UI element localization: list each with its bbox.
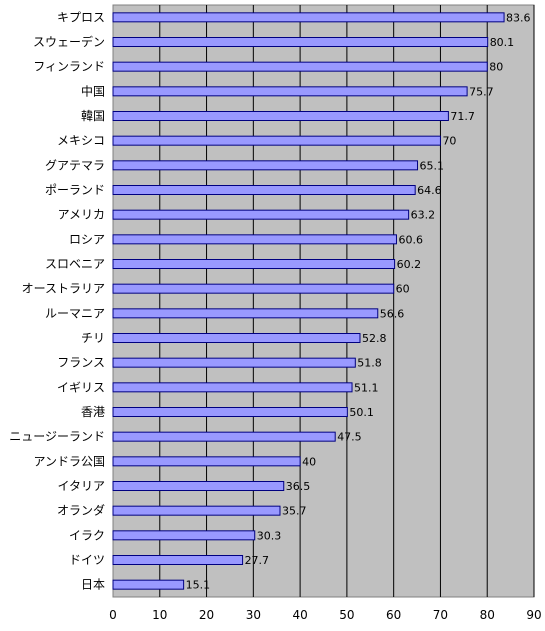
value-label: 36.5 <box>286 480 311 493</box>
bar <box>112 12 505 23</box>
value-label: 50.1 <box>349 406 374 419</box>
value-label: 65.1 <box>420 159 445 172</box>
x-axis-ticks: 0 10 20 30 40 50 60 70 80 90 <box>109 608 541 622</box>
category-label: オーストラリア <box>22 282 105 296</box>
value-label: 71.7 <box>450 110 475 123</box>
category-label: イギリス <box>57 380 105 394</box>
category-label: キプロス <box>57 10 105 24</box>
bar <box>112 308 379 319</box>
category-label: 韓国 <box>81 109 105 123</box>
value-label: 51.8 <box>357 357 382 370</box>
bar <box>112 382 353 393</box>
bar <box>112 160 419 171</box>
x-tick-label: 80 <box>480 608 495 622</box>
value-label: 47.5 <box>337 431 362 444</box>
value-label: 60.2 <box>397 258 422 271</box>
category-label: メキシコ <box>57 134 105 148</box>
bar <box>112 37 489 47</box>
bar <box>112 579 185 590</box>
category-label: オランダ <box>57 503 105 518</box>
bar <box>112 407 348 417</box>
x-tick-label: 0 <box>109 608 117 622</box>
value-label: 30.3 <box>257 529 282 542</box>
value-label: 27.7 <box>245 554 270 567</box>
category-label: チリ <box>81 331 105 345</box>
category-label: イタリア <box>57 479 105 493</box>
value-label: 83.6 <box>506 11 531 24</box>
bar <box>112 555 244 565</box>
bar <box>112 333 361 343</box>
value-label: 51.1 <box>354 381 379 394</box>
value-label: 52.8 <box>362 332 387 345</box>
value-label: 60.6 <box>398 233 423 246</box>
bar <box>112 259 396 269</box>
x-tick-label: 60 <box>386 608 401 622</box>
value-label: 15.1 <box>186 579 211 592</box>
category-labels: キプロススウェーデンフィンランド中国韓国メキシコグアテマラポーランドアメリカロシ… <box>9 10 105 591</box>
value-label: 75.7 <box>469 85 494 98</box>
bar <box>112 185 416 195</box>
bar <box>112 234 397 245</box>
bar <box>112 209 410 220</box>
category-label: ルーマニア <box>45 306 105 320</box>
x-tick-label: 70 <box>433 608 448 622</box>
x-tick-label: 10 <box>152 608 167 622</box>
category-label: 中国 <box>81 83 105 98</box>
category-label: スウェーデン <box>33 34 105 49</box>
category-label: ドイツ <box>69 553 105 567</box>
bar <box>112 61 488 72</box>
category-label: ニュージーランド <box>9 430 105 444</box>
bar <box>112 86 468 97</box>
value-label: 63.2 <box>411 209 436 222</box>
bar <box>112 283 395 294</box>
category-label: スロベニア <box>45 257 105 271</box>
bar <box>112 357 356 368</box>
bar <box>112 505 281 516</box>
value-labels: 83.6 80.1 80 75.7 71.7 70 65.1 64.6 63.2 60.6 60.2… <box>186 11 531 591</box>
bars <box>112 12 505 590</box>
x-tick-label: 50 <box>339 608 354 622</box>
bar <box>112 530 256 541</box>
x-tick-label: 20 <box>199 608 214 622</box>
category-label: フランス <box>57 356 105 370</box>
bar <box>112 456 301 467</box>
category-label: イラク <box>69 528 105 542</box>
category-label: ロシア <box>69 232 105 246</box>
category-label: グアテマラ <box>45 158 105 172</box>
category-label: アメリカ <box>58 208 105 222</box>
bar <box>112 481 285 491</box>
category-label: ポーランド <box>45 183 105 197</box>
value-label: 40 <box>302 455 316 468</box>
value-label: 56.6 <box>380 307 405 320</box>
value-label: 80.1 <box>490 36 515 49</box>
value-label: 70 <box>442 135 456 148</box>
value-label: 80 <box>489 61 503 74</box>
value-label: 64.6 <box>417 184 442 197</box>
gridlines <box>159 5 535 597</box>
value-label: 60 <box>396 283 410 296</box>
x-tick-label: 40 <box>292 608 307 622</box>
value-label: 35.7 <box>282 505 307 518</box>
bar <box>112 111 449 121</box>
bar <box>112 135 441 146</box>
category-label: 日本 <box>81 578 105 592</box>
category-label: アンドラ公国 <box>33 454 105 468</box>
category-label: フィンランド <box>33 60 105 74</box>
bar <box>112 431 336 442</box>
category-label: 香港 <box>81 405 105 419</box>
x-tick-label: 30 <box>246 608 261 622</box>
x-tick-label: 90 <box>526 608 541 622</box>
plot-area <box>112 4 535 598</box>
